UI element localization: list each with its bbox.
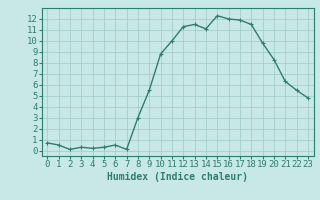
X-axis label: Humidex (Indice chaleur): Humidex (Indice chaleur): [107, 172, 248, 182]
